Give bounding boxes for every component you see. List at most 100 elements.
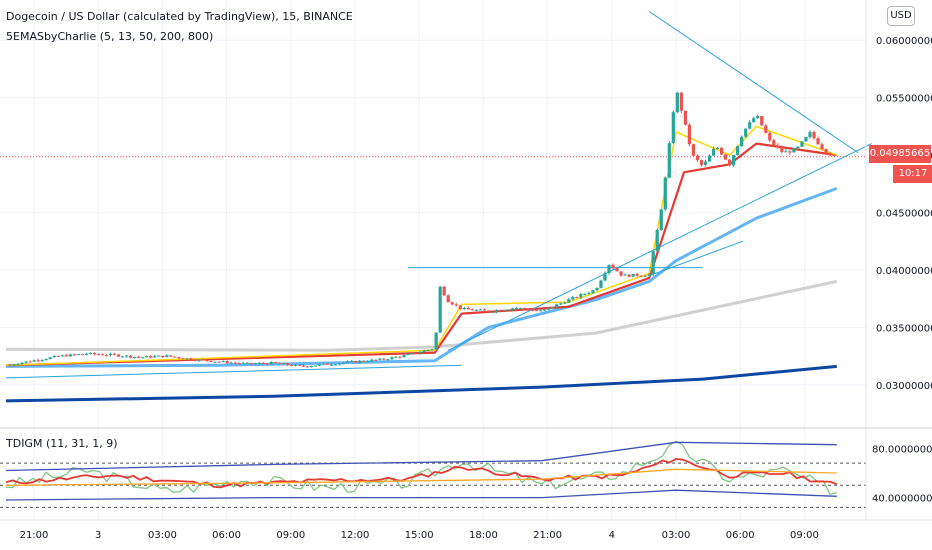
candle-body [44, 359, 48, 361]
candle-body [820, 144, 824, 149]
candle-body [430, 349, 434, 351]
candle-body [699, 160, 704, 165]
candle-body [458, 305, 462, 310]
candle-body [792, 148, 796, 153]
candle-body [309, 366, 314, 368]
candle-body [764, 125, 768, 133]
indicator-legend-main[interactable]: 5EMASbyCharlie (5, 13, 50, 200, 800) [6, 30, 214, 43]
time-tick-label: 18:00 [469, 530, 498, 541]
candle-body [330, 364, 334, 366]
candle-body [599, 280, 603, 289]
candle-body [527, 309, 531, 311]
price-tick-label: 0.05500000 [876, 94, 932, 105]
candle-body [824, 148, 828, 153]
candle-body [615, 268, 619, 272]
candle-body [72, 354, 76, 356]
trendline[interactable] [447, 143, 872, 351]
candle-body [466, 307, 470, 310]
candle-body [386, 359, 390, 361]
candle-body [707, 155, 712, 162]
candle-body [804, 137, 808, 142]
candle-body [221, 361, 225, 363]
candle-body [342, 362, 346, 364]
candle-body [651, 251, 655, 275]
candle-body [756, 116, 760, 119]
trendline[interactable] [648, 11, 859, 154]
candle-body [80, 354, 84, 356]
candle-body [289, 364, 294, 366]
candle-body [305, 366, 310, 368]
candle-body [169, 355, 173, 357]
candle-body [181, 358, 185, 360]
candle-body [800, 141, 804, 147]
candle-body [559, 303, 563, 305]
candle-body [667, 143, 671, 178]
countdown-tag: 10:17 [893, 165, 932, 183]
candle-body [92, 352, 97, 355]
candle-body [595, 288, 599, 291]
candle-body [96, 354, 101, 356]
candle-body [659, 209, 663, 230]
candle-body [663, 177, 667, 210]
trendline[interactable] [5, 364, 462, 379]
candle-body [48, 357, 52, 360]
time-tick-label: 12:00 [341, 530, 370, 541]
candle-body [390, 357, 394, 360]
trendlines[interactable] [5, 11, 872, 379]
candle-body [426, 349, 430, 351]
candle-body [715, 147, 720, 150]
currency-button[interactable]: USD [887, 6, 915, 26]
candle-body [539, 310, 543, 312]
candle-body [603, 273, 607, 281]
candle-body [281, 363, 285, 365]
candle-body [108, 353, 113, 356]
candle-body [490, 311, 495, 313]
candle-body [631, 273, 635, 277]
candle-body [64, 355, 68, 357]
candle-body [687, 124, 691, 145]
candle-body [655, 229, 659, 252]
candle-body [189, 358, 193, 361]
time-tick-label: 03:00 [662, 530, 691, 541]
candle-body [197, 359, 201, 361]
candle-body [16, 364, 20, 366]
candle-body [442, 286, 446, 296]
candle-body [297, 364, 302, 366]
candle-body [68, 354, 72, 357]
candle-body [434, 332, 438, 350]
candle-body [575, 297, 579, 299]
candle-body [772, 140, 776, 146]
candle-body [514, 308, 519, 310]
candle-body [301, 365, 306, 367]
candle-body [587, 292, 591, 294]
candle-body [40, 359, 44, 361]
price-tick-label: 0.04000000 [876, 266, 932, 277]
candle-body [382, 358, 386, 360]
trendline[interactable] [649, 240, 744, 277]
candle-body [446, 295, 450, 303]
time-tick-label: 03:00 [148, 530, 177, 541]
candle-body [450, 302, 454, 305]
candle-body [571, 297, 575, 300]
candle-body [317, 364, 322, 366]
candle-body [253, 363, 257, 365]
candle-body [141, 357, 145, 359]
ema-800-line [5, 364, 837, 403]
candle-body [776, 145, 780, 148]
indicator-legend-sub[interactable]: TDIGM (11, 31, 1, 9) [6, 437, 118, 450]
candle-body [639, 275, 643, 277]
candle-body [313, 365, 318, 367]
candle-body [498, 310, 503, 312]
candle-body [478, 309, 482, 311]
candle-body [120, 356, 125, 358]
candle-body [213, 361, 217, 363]
price-tick-label: 0.03000000 [876, 381, 932, 392]
candle-body [760, 116, 764, 126]
candle-body [241, 363, 245, 365]
candle-body [149, 356, 153, 358]
candle-body [145, 356, 149, 358]
candle-body [394, 356, 398, 358]
candle-body [129, 355, 133, 358]
candle-body [378, 358, 382, 360]
